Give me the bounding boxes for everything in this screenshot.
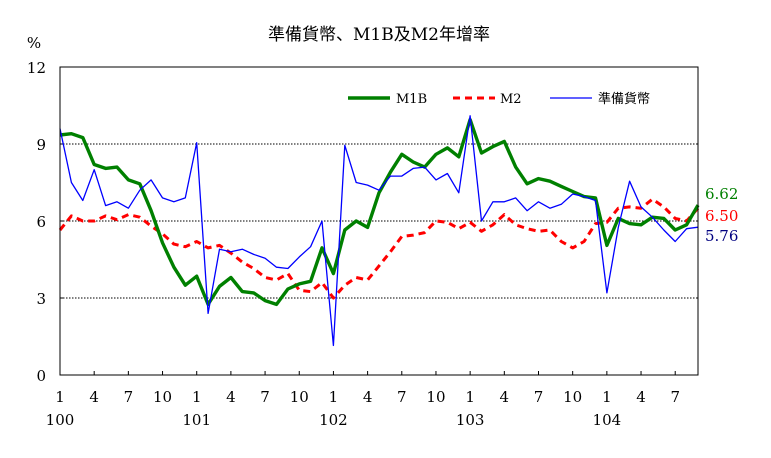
x-tick-label: 7 [534, 388, 544, 406]
x-tick-year-label: 104 [593, 411, 622, 429]
x-tick-label: 1 [329, 388, 339, 406]
x-tick-year-label: 103 [456, 411, 485, 429]
end-value-labels: 6.62 6.50 5.76 [705, 185, 738, 245]
x-tick-label: 7 [124, 388, 134, 406]
y-tick-label: 0 [36, 367, 46, 385]
x-tick-label: 4 [89, 388, 99, 406]
series-line [59, 115, 699, 347]
x-tick-label: 7 [260, 388, 270, 406]
x-tick-label: 10 [426, 388, 445, 406]
x-tick-label: 7 [670, 388, 680, 406]
series-line [58, 197, 700, 300]
x-tick-label: 10 [290, 388, 309, 406]
chart-title: 準備貨幣、M1B及M2年增率 [268, 25, 490, 45]
gridlines [60, 143, 698, 299]
x-tick-label: 1 [465, 388, 475, 406]
legend: M1B M2 準備貨幣 [348, 91, 650, 107]
legend-label: 準備貨幣 [598, 91, 650, 107]
x-tick-label: 1 [192, 388, 202, 406]
x-tick-label: 10 [153, 388, 172, 406]
y-axis-ticks: 0 3 6 9 12 [27, 59, 64, 385]
series-line [59, 117, 700, 307]
x-tick-year-label: 101 [182, 411, 211, 429]
x-tick-year-label: 102 [319, 411, 348, 429]
x-tick-label: 4 [636, 388, 646, 406]
plot-area-frame [59, 66, 699, 376]
x-tick-label: 10 [563, 388, 582, 406]
series-layer [58, 115, 700, 347]
y-tick-label: 3 [36, 290, 46, 308]
end-value-label: 5.76 [705, 227, 738, 245]
y-tick-label: 12 [27, 59, 46, 77]
x-tick-label: 4 [500, 388, 510, 406]
x-tick-label: 7 [397, 388, 407, 406]
x-tick-year-label: 100 [46, 411, 75, 429]
y-axis-unit-label: % [27, 34, 41, 52]
x-tick-label: 1 [55, 388, 65, 406]
x-tick-label: 1 [602, 388, 612, 406]
x-tick-label: 4 [226, 388, 236, 406]
end-value-label: 6.62 [705, 185, 738, 203]
end-value-label: 6.50 [705, 207, 738, 225]
legend-label: M2 [500, 92, 522, 107]
x-tick-label: 4 [363, 388, 373, 406]
y-tick-label: 9 [36, 136, 46, 154]
legend-label: M1B [396, 92, 427, 107]
y-tick-label: 6 [36, 213, 46, 231]
